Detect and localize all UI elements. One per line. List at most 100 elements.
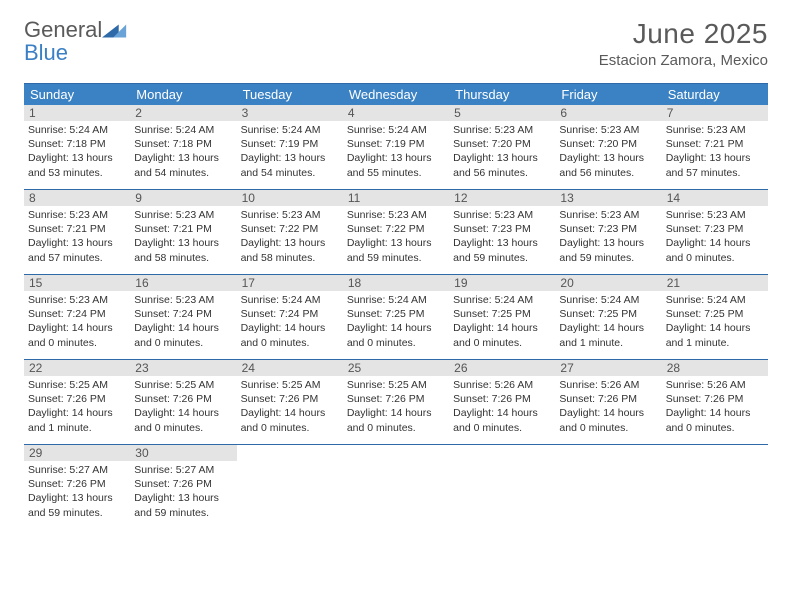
logo-line2: Blue	[24, 40, 68, 65]
day-details: Sunrise: 5:24 AMSunset: 7:25 PMDaylight:…	[347, 293, 445, 350]
day-cell: 12 Sunrise: 5:23 AMSunset: 7:23 PMDayligh…	[449, 190, 555, 274]
day-number: 16	[130, 275, 236, 291]
day-cell: 1 Sunrise: 5:24 AMSunset: 7:18 PMDaylight…	[24, 105, 130, 189]
day-details: Sunrise: 5:23 AMSunset: 7:24 PMDaylight:…	[28, 293, 126, 350]
day-details: Sunrise: 5:26 AMSunset: 7:26 PMDaylight:…	[453, 378, 551, 435]
week-row: 22 Sunrise: 5:25 AMSunset: 7:26 PMDayligh…	[24, 360, 768, 445]
dow-sunday: Sunday	[24, 84, 130, 105]
day-details: Sunrise: 5:23 AMSunset: 7:20 PMDaylight:…	[453, 123, 551, 180]
day-number: 29	[24, 445, 130, 461]
day-details: Sunrise: 5:23 AMSunset: 7:22 PMDaylight:…	[347, 208, 445, 265]
day-details: Sunrise: 5:23 AMSunset: 7:20 PMDaylight:…	[559, 123, 657, 180]
calendar: Sunday Monday Tuesday Wednesday Thursday…	[24, 83, 768, 529]
day-cell: 22 Sunrise: 5:25 AMSunset: 7:26 PMDayligh…	[24, 360, 130, 444]
day-cell: 21Sunrise: 5:24 AMSunset: 7:25 PMDayligh…	[662, 275, 768, 359]
day-number: 18	[343, 275, 449, 291]
week-row: 29Sunrise: 5:27 AMSunset: 7:26 PMDayligh…	[24, 445, 768, 529]
day-number: 20	[555, 275, 661, 291]
day-details: Sunrise: 5:24 AMSunset: 7:18 PMDaylight:…	[28, 123, 126, 180]
day-details: Sunrise: 5:26 AMSunset: 7:26 PMDaylight:…	[666, 378, 764, 435]
week-row: 15Sunrise: 5:23 AMSunset: 7:24 PMDayligh…	[24, 275, 768, 360]
day-details: Sunrise: 5:24 AMSunset: 7:19 PMDaylight:…	[241, 123, 339, 180]
day-cell: 17 Sunrise: 5:24 AMSunset: 7:24 PMDayligh…	[237, 275, 343, 359]
day-number: 2	[130, 105, 236, 121]
day-cell: 28 Sunrise: 5:26 AMSunset: 7:26 PMDayligh…	[662, 360, 768, 444]
day-number: 1	[24, 105, 130, 121]
day-details: Sunrise: 5:23 AMSunset: 7:21 PMDaylight:…	[666, 123, 764, 180]
day-cell: .	[237, 445, 343, 529]
day-number: 5	[449, 105, 555, 121]
day-number: 11	[343, 190, 449, 206]
day-details: Sunrise: 5:23 AMSunset: 7:23 PMDaylight:…	[666, 208, 764, 265]
weeks: 1Sunrise: 5:24 AMSunset: 7:18 PMDaylight…	[24, 105, 768, 529]
day-details: Sunrise: 5:23 AMSunset: 7:21 PMDaylight:…	[134, 208, 232, 265]
day-number: 30	[130, 445, 236, 461]
day-details: Sunrise: 5:24 AMSunset: 7:24 PMDaylight:…	[241, 293, 339, 350]
day-details: Sunrise: 5:24 AMSunset: 7:18 PMDaylight:…	[134, 123, 232, 180]
day-number: 22	[24, 360, 130, 376]
day-cell: 20 Sunrise: 5:24 AMSunset: 7:25 PMDayligh…	[555, 275, 661, 359]
day-cell: 10Sunrise: 5:23 AMSunset: 7:22 PMDayligh…	[237, 190, 343, 274]
logo-text: General Blue	[24, 18, 102, 64]
day-number: 24	[237, 360, 343, 376]
day-cell: 5 Sunrise: 5:23 AMSunset: 7:20 PMDaylight…	[449, 105, 555, 189]
day-cell: 3 Sunrise: 5:24 AMSunset: 7:19 PMDaylight…	[237, 105, 343, 189]
day-details: Sunrise: 5:24 AMSunset: 7:25 PMDaylight:…	[453, 293, 551, 350]
day-details: Sunrise: 5:25 AMSunset: 7:26 PMDaylight:…	[347, 378, 445, 435]
day-details: Sunrise: 5:27 AMSunset: 7:26 PMDaylight:…	[28, 463, 126, 520]
day-cell: .	[343, 445, 449, 529]
day-details: Sunrise: 5:27 AMSunset: 7:26 PMDaylight:…	[134, 463, 232, 520]
day-cell: 19 Sunrise: 5:24 AMSunset: 7:25 PMDayligh…	[449, 275, 555, 359]
day-number: 14	[662, 190, 768, 206]
page-title: June 2025	[599, 18, 768, 50]
day-cell: 6Sunrise: 5:23 AMSunset: 7:20 PMDaylight…	[555, 105, 661, 189]
dow-saturday: Saturday	[662, 84, 768, 105]
day-cell: 25Sunrise: 5:25 AMSunset: 7:26 PMDayligh…	[343, 360, 449, 444]
dow-monday: Monday	[130, 84, 236, 105]
day-number: 28	[662, 360, 768, 376]
title-block: June 2025 Estacion Zamora, Mexico	[599, 18, 768, 69]
day-number: 12	[449, 190, 555, 206]
week-row: 8Sunrise: 5:23 AMSunset: 7:21 PMDaylight…	[24, 190, 768, 275]
day-number: 8	[24, 190, 130, 206]
day-details: Sunrise: 5:24 AMSunset: 7:25 PMDaylight:…	[666, 293, 764, 350]
day-cell: 23Sunrise: 5:25 AMSunset: 7:26 PMDayligh…	[130, 360, 236, 444]
day-cell: .	[449, 445, 555, 529]
day-number: 9	[130, 190, 236, 206]
day-number: 15	[24, 275, 130, 291]
dow-wednesday: Wednesday	[343, 84, 449, 105]
day-details: Sunrise: 5:23 AMSunset: 7:24 PMDaylight:…	[134, 293, 232, 350]
day-cell: 16 Sunrise: 5:23 AMSunset: 7:24 PMDayligh…	[130, 275, 236, 359]
day-cell: 30 Sunrise: 5:27 AMSunset: 7:26 PMDayligh…	[130, 445, 236, 529]
day-number: 26	[449, 360, 555, 376]
calendar-page: General Blue June 2025 Estacion Zamora, …	[0, 0, 792, 529]
day-details: Sunrise: 5:25 AMSunset: 7:26 PMDaylight:…	[241, 378, 339, 435]
day-cell: 9 Sunrise: 5:23 AMSunset: 7:21 PMDaylight…	[130, 190, 236, 274]
day-cell: 27Sunrise: 5:26 AMSunset: 7:26 PMDayligh…	[555, 360, 661, 444]
page-subtitle: Estacion Zamora, Mexico	[599, 52, 768, 69]
day-number: 19	[449, 275, 555, 291]
day-cell: 4Sunrise: 5:24 AMSunset: 7:19 PMDaylight…	[343, 105, 449, 189]
logo-line1: General	[24, 17, 102, 42]
day-number: 3	[237, 105, 343, 121]
dow-friday: Friday	[555, 84, 661, 105]
week-row: 1Sunrise: 5:24 AMSunset: 7:18 PMDaylight…	[24, 105, 768, 190]
day-details: Sunrise: 5:23 AMSunset: 7:22 PMDaylight:…	[241, 208, 339, 265]
day-number: 17	[237, 275, 343, 291]
day-cell: 24 Sunrise: 5:25 AMSunset: 7:26 PMDayligh…	[237, 360, 343, 444]
header: General Blue June 2025 Estacion Zamora, …	[24, 18, 768, 69]
day-details: Sunrise: 5:24 AMSunset: 7:25 PMDaylight:…	[559, 293, 657, 350]
day-cell: .	[662, 445, 768, 529]
logo: General Blue	[24, 18, 128, 64]
day-cell: 8Sunrise: 5:23 AMSunset: 7:21 PMDaylight…	[24, 190, 130, 274]
day-cell: 14 Sunrise: 5:23 AMSunset: 7:23 PMDayligh…	[662, 190, 768, 274]
logo-triangle-icon	[102, 22, 128, 40]
day-details: Sunrise: 5:23 AMSunset: 7:23 PMDaylight:…	[453, 208, 551, 265]
day-number: 27	[555, 360, 661, 376]
day-details: Sunrise: 5:25 AMSunset: 7:26 PMDaylight:…	[28, 378, 126, 435]
day-cell: 18 Sunrise: 5:24 AMSunset: 7:25 PMDayligh…	[343, 275, 449, 359]
day-number: 13	[555, 190, 661, 206]
day-cell: 26 Sunrise: 5:26 AMSunset: 7:26 PMDayligh…	[449, 360, 555, 444]
day-cell: .	[555, 445, 661, 529]
dow-row: Sunday Monday Tuesday Wednesday Thursday…	[24, 84, 768, 105]
